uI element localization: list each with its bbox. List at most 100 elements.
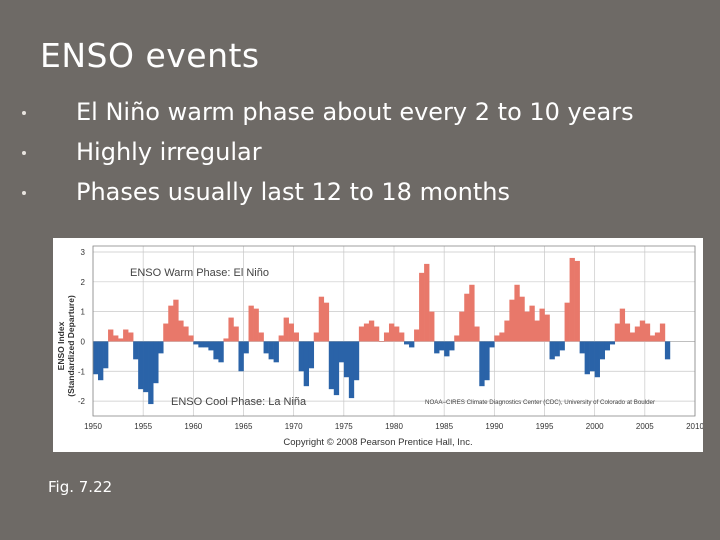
cool-phase-bar xyxy=(198,341,204,348)
cool-phase-bar xyxy=(208,341,214,351)
warm-phase-bar xyxy=(363,323,370,342)
cool-phase-bar xyxy=(338,341,345,363)
warm-phase-bar xyxy=(634,326,641,342)
source-note: NOAA–CIRES Climate Diagnostics Center (C… xyxy=(425,399,655,406)
figure-caption: Fig. 7.22 xyxy=(48,478,113,496)
cool-phase-bar xyxy=(333,341,340,396)
cool-phase-bar xyxy=(308,341,315,369)
warm-phase-bar xyxy=(619,308,626,342)
slide-title: ENSO events xyxy=(40,36,260,75)
warm-phase-bar xyxy=(474,326,480,342)
warm-phase-bar xyxy=(654,332,661,342)
warm-phase-bar xyxy=(519,296,525,342)
cool-phase-bar xyxy=(268,341,274,360)
cool-phase-bar xyxy=(664,341,671,360)
cool-phase-bar xyxy=(609,341,616,345)
enso-chart-figure: 3 2 1 0 -1 -2 1950 1955 1960 1965 1970 1975 1980 1985… xyxy=(53,238,703,452)
warm-phase-bar xyxy=(178,320,184,342)
cool-phase-bar xyxy=(193,341,199,345)
warm-phase-bar xyxy=(624,323,631,342)
warm-phase-bar xyxy=(383,332,390,342)
y-tick-label: 2 xyxy=(81,278,86,287)
bullet-item: Phases usually last 12 to 18 months xyxy=(20,172,634,212)
warm-phase-bar xyxy=(509,299,515,342)
cool-phase-bar xyxy=(343,341,350,378)
bullet-list: El Niño warm phase about every 2 to 10 y… xyxy=(20,92,634,212)
warm-phase-bar xyxy=(128,332,134,342)
warm-phase-bar xyxy=(514,284,520,342)
y-tick-label: 3 xyxy=(81,248,86,257)
warm-phase-bar xyxy=(394,326,400,342)
warm-phase-bar xyxy=(118,338,124,342)
warm-phase-bar xyxy=(464,293,470,342)
plot-frame xyxy=(92,245,696,417)
cool-phase-bar xyxy=(584,341,590,375)
cool-phase-bar xyxy=(554,341,560,357)
cool-phase-bar xyxy=(489,341,495,348)
warm-phase-bar xyxy=(534,320,540,342)
y-axis-title: ENSO Index xyxy=(56,321,66,370)
cool-phase-bar xyxy=(133,341,139,360)
x-tick-label: 1995 xyxy=(536,422,554,431)
warm-phase-bar xyxy=(228,317,234,342)
x-tick-label: 1970 xyxy=(285,422,303,431)
warm-phase-bar xyxy=(388,323,395,342)
warm-phase-bar xyxy=(293,332,299,342)
warm-phase-bar xyxy=(399,332,405,342)
warm-phase-bar xyxy=(368,320,375,342)
warm-phase-bar xyxy=(419,272,425,342)
bullet-text: El Niño warm phase about every 2 to 10 y… xyxy=(76,98,634,126)
warm-phase-bar xyxy=(504,320,510,342)
bullet-dot-icon xyxy=(22,151,26,155)
bullet-item: El Niño warm phase about every 2 to 10 y… xyxy=(20,92,634,132)
bullet-item: Highly irregular xyxy=(20,132,634,172)
cool-phase-bar xyxy=(153,341,159,384)
warm-phase-bar xyxy=(544,314,550,342)
cool-phase-bar xyxy=(148,341,154,405)
warm-phase-bar xyxy=(644,323,651,342)
warm-phase-bar xyxy=(283,317,289,342)
cool-phase-bar xyxy=(348,341,355,399)
x-tick-label: 1980 xyxy=(385,422,403,431)
cool-phase-bar xyxy=(273,341,279,363)
cool-phase-bar xyxy=(479,341,485,387)
warm-phase-bar xyxy=(454,335,460,342)
copyright-note: Copyright © 2008 Pearson Prentice Hall, … xyxy=(283,437,472,448)
warm-phase-bar xyxy=(258,332,264,342)
warm-phase-bar xyxy=(564,302,570,342)
warm-phase-bar xyxy=(378,341,385,342)
cool-phase-bar xyxy=(353,341,360,381)
warm-phase-bar xyxy=(649,335,656,342)
x-tick-label: 2005 xyxy=(636,422,654,431)
warm-phase-bar xyxy=(424,263,430,342)
x-tick-label: 1990 xyxy=(485,422,503,431)
cool-phase-bar xyxy=(138,341,144,390)
cool-phase-bar xyxy=(579,341,585,354)
x-tick-label: 1975 xyxy=(335,422,353,431)
warm-phase-bar xyxy=(168,305,174,342)
warm-phase-bar xyxy=(639,320,646,342)
y-tick-label: -2 xyxy=(78,397,86,406)
cool-phase-bar xyxy=(599,341,605,360)
cool-phase-bar xyxy=(559,341,565,351)
x-tick-label: 2010 xyxy=(686,422,703,431)
x-tick-label: 1960 xyxy=(184,422,202,431)
warm-phase-bar xyxy=(494,335,500,342)
cool-phase-bar xyxy=(243,341,249,354)
warm-phase-bar xyxy=(469,284,475,342)
cool-phase-bar xyxy=(444,341,450,357)
x-tick-label: 1985 xyxy=(435,422,453,431)
warm-phase-bar xyxy=(373,326,380,342)
bullet-text: Phases usually last 12 to 18 months xyxy=(76,178,510,206)
warm-phase-bar xyxy=(358,326,365,342)
warm-phase-bar xyxy=(569,257,575,342)
warm-phase-bar xyxy=(223,338,229,342)
warm-phase-bar xyxy=(278,335,284,342)
cool-phase-bar xyxy=(203,341,209,348)
cool-phase-bar xyxy=(93,341,99,375)
y-tick-label: -1 xyxy=(78,367,86,376)
cool-phase-bar xyxy=(143,341,149,393)
warm-phase-bar xyxy=(253,308,259,342)
cool-phase-bar xyxy=(303,341,310,387)
cool-phase-bar xyxy=(298,341,304,372)
